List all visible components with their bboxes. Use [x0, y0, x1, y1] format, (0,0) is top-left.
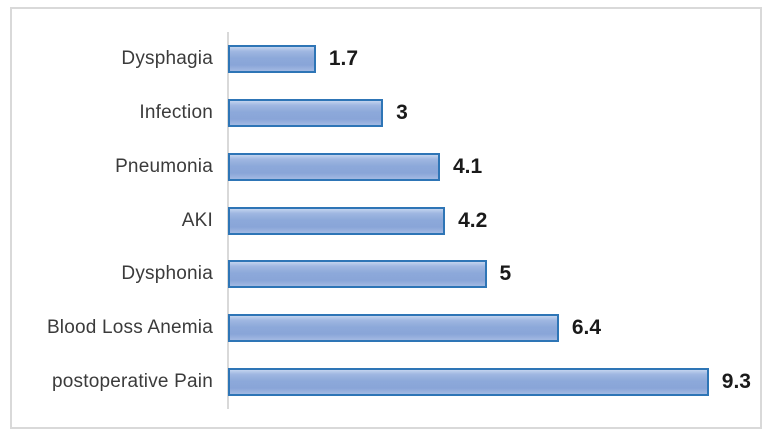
- bar-row: Dysphagia 1.7: [0, 32, 770, 86]
- value-label: 4.1: [452, 154, 483, 178]
- bar-row: Infection 3: [0, 86, 770, 140]
- bar-row: Dysphonia 5: [0, 247, 770, 301]
- value-label: 6.4: [571, 316, 602, 340]
- value-label: 4.2: [458, 208, 488, 232]
- category-label: AKI: [181, 209, 213, 231]
- value-label: 3: [396, 100, 408, 124]
- category-label: Dysphonia: [121, 263, 213, 285]
- bar: [228, 152, 440, 181]
- category-label: Pneumonia: [115, 155, 213, 177]
- bar: [228, 314, 559, 343]
- bar-row: Blood Loss Anemia 6.4: [0, 301, 770, 355]
- bar-row: AKI 4.2: [0, 194, 770, 248]
- category-label: postoperative Pain: [52, 371, 213, 393]
- value-label: 1.7: [328, 46, 359, 70]
- bar: [228, 260, 487, 289]
- value-label: 5: [499, 262, 512, 286]
- bar: [228, 98, 384, 127]
- bar: [228, 44, 316, 73]
- value-label: 9.3: [721, 370, 751, 394]
- bar: [228, 368, 709, 397]
- category-label: Infection: [139, 101, 213, 123]
- bar-row: postoperative Pain 9.3: [0, 355, 770, 409]
- bar-row: Pneumonia 4.1: [0, 140, 770, 194]
- category-label: Blood Loss Anemia: [46, 317, 213, 339]
- category-label: Dysphagia: [121, 47, 213, 69]
- bar-rows: Dysphagia 1.7 Infection 3 Pneumonia 4.1 …: [0, 32, 770, 409]
- bar: [228, 206, 446, 235]
